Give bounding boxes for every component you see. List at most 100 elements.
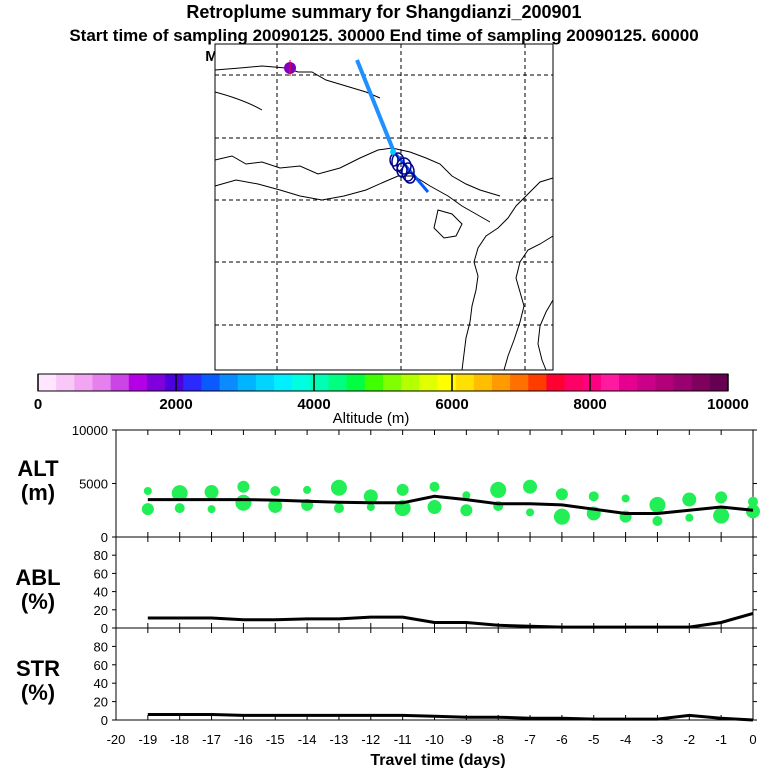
chart-title: Retroplume summary for Shangdianzi_20090… [186,2,582,22]
colorbar-swatch [128,374,148,391]
altitude-scatter-point [363,489,378,504]
y-tick-label: 60 [94,566,108,581]
colorbar-swatch [691,374,711,391]
altitude-scatter-point [588,491,599,502]
x-tick-label: -16 [234,732,253,747]
x-axis-label: Travel time (days) [370,752,505,768]
x-tick-label: -1 [715,732,727,747]
plume-upper-segment [355,59,396,153]
colorbar-swatch [183,374,202,391]
x-tick-label: -7 [524,732,536,747]
x-tick-label: -3 [652,732,664,747]
plume-lower-segment [392,151,430,193]
colorbar-tick-label: 0 [34,396,42,413]
colorbar-swatch [328,374,348,391]
colorbar-swatch [56,374,75,391]
colorbar-swatch [673,374,693,391]
panel-frame [115,536,754,629]
altitude-scatter-point [553,508,570,525]
panel-label: STR [16,656,60,681]
altitude-scatter-point [171,485,188,502]
altitude-scatter-point [141,503,154,516]
panel-label: ABL [15,565,60,590]
y-tick-label: 80 [94,548,108,563]
time-series-panels: 1000050000ALT(m)806040200ABL(%)806040200… [15,423,760,747]
colorbar-swatch [455,374,475,391]
y-tick-label: 40 [94,585,108,600]
altitude-scatter-point [685,513,694,522]
y-tick-label: 60 [94,658,108,673]
x-tick-label: -10 [425,732,444,747]
panel-frame [115,627,754,721]
x-tick-label: -12 [361,732,380,747]
colorbar-swatch [146,374,166,391]
altitude-scatter-point [143,486,152,495]
colorbar-label: Altitude (m) [333,410,410,427]
plume-trajectory [355,59,430,193]
colorbar-swatch [255,374,275,391]
x-tick-label: -13 [330,732,349,747]
colorbar-swatch [274,374,293,391]
altitude-scatter-point [330,479,347,496]
colorbar-swatch [600,374,620,391]
x-tick-label: -9 [461,732,473,747]
series-line-alt [147,494,754,515]
chart-subtitle: Start time of sampling 20090125. 30000 E… [69,26,699,45]
altitude-scatter-point [207,505,216,514]
altitude-scatter-point [174,503,185,514]
colorbar-swatch [564,374,584,391]
colorbar-swatch [110,374,130,391]
altitude-scatter-point [652,515,663,526]
colorbar-swatch [709,374,729,391]
y-tick-label: 5000 [79,477,108,492]
altitude-scatter-point [270,485,281,496]
x-tick-label: -4 [620,732,632,747]
colorbar-swatch [619,374,638,391]
colorbar-swatch [310,374,330,391]
panel-alt: 10000 5000 0 ALT(m) [17,423,760,545]
altitude-scatter-point [333,503,344,514]
x-tick-label: -2 [684,732,696,747]
colorbar-swatch [637,374,656,391]
colorbar-swatch [419,374,438,391]
colorbar-swatch [491,374,511,391]
y-tick-label: 80 [94,639,108,654]
x-tick-label: -6 [556,732,568,747]
y-tick-label: 10000 [72,423,108,438]
y-tick-label: 0 [101,713,108,728]
altitude-scatter-point [460,504,473,517]
map-frame [214,43,554,371]
altitude-scatter-point [621,494,630,503]
colorbar-tick-label: 6000 [435,396,468,413]
altitude-scatter-point [429,481,440,492]
x-tick-label: -17 [202,732,221,747]
colorbar-tick-label: 8000 [573,396,606,413]
colorbar-swatch [437,374,457,391]
x-tick-label: -18 [170,732,189,747]
altitude-scatter-point [237,480,250,493]
y-tick-label: 0 [101,621,108,636]
plume-release-point [390,149,396,155]
x-tick-label: -20 [107,732,126,747]
panel-str: 80 60 40 20 0 STR(%) [16,627,757,728]
map-coastlines [214,65,554,371]
x-tick-label: -8 [492,732,504,747]
colorbar-swatch [38,374,57,391]
altitude-scatter-point [462,491,471,500]
altitude-scatter-point [715,491,728,504]
colorbar-swatch [74,374,93,391]
colorbar-swatch [92,374,112,391]
panel-unit: (m) [21,480,55,505]
altitude-scatter-point [523,479,538,494]
altitude-scatter-point [748,496,758,507]
altitude-scatter-point [746,504,760,519]
colorbar-swatch [546,374,566,391]
altitude-scatter-point [235,494,252,511]
altitude-colorbar: 0 2000 4000 6000 8000 10000 [34,373,749,413]
altitude-scatter-point [682,492,697,507]
colorbar-swatch [237,374,257,391]
panel-unit: (%) [21,680,55,705]
panel-label: ALT [17,456,59,481]
x-tick-label: -14 [298,732,317,747]
